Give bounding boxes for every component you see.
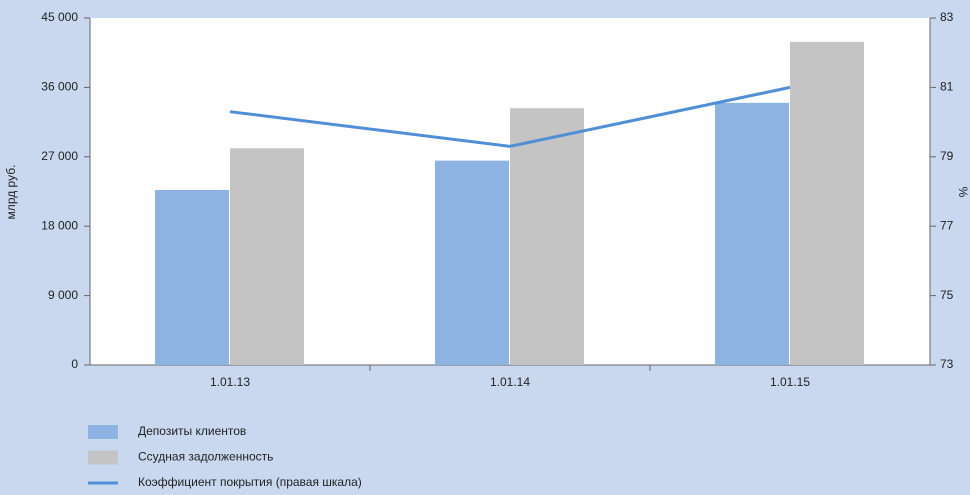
y2-tick-label: 73 [940,357,954,371]
legend-label: Депозиты клиентов [138,424,246,438]
y2-axis-title: % [956,187,970,198]
y-axis-title: млрд руб. [4,165,18,220]
y-tick-label: 45 000 [41,10,78,24]
legend-label: Ссудная задолженность [138,450,273,464]
y-tick-label: 27 000 [41,149,78,163]
bar [715,102,789,366]
y-tick-label: 36 000 [41,80,78,94]
bar [230,148,304,365]
bar [155,189,229,365]
legend-swatch [88,450,118,465]
y2-tick-label: 83 [940,10,954,24]
y2-tick-label: 81 [940,80,954,94]
y-tick-label: 9 000 [48,288,78,302]
y-tick-label: 0 [71,357,78,371]
x-tick-label: 1.01.15 [770,375,810,389]
x-tick-label: 1.01.13 [210,375,250,389]
y2-tick-label: 77 [940,218,954,232]
y-tick-label: 18 000 [41,218,78,232]
y2-tick-label: 75 [940,288,954,302]
line [229,85,791,148]
bar [790,41,864,365]
x-tick-label: 1.01.14 [490,375,530,389]
bar [435,160,509,365]
legend-swatch [88,425,118,439]
legend-label: Коэффициент покрытия (правая шкала) [138,475,362,489]
bar [510,108,584,365]
y2-tick-label: 79 [940,149,954,163]
